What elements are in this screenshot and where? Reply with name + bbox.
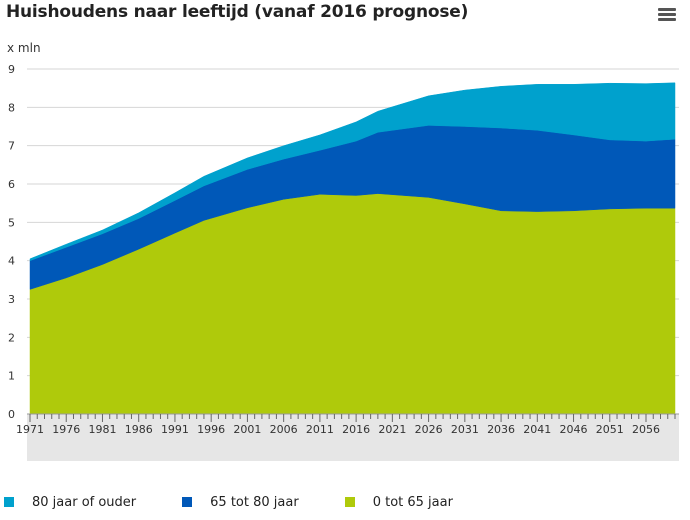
x-tick-label: 2026 <box>415 423 443 436</box>
y-tick-label: 4 <box>8 255 15 268</box>
x-tick-label: 1996 <box>197 423 225 436</box>
legend-swatch-80-plus <box>4 497 14 507</box>
x-axis-band <box>27 414 679 461</box>
y-axis-label: x mln <box>7 41 41 55</box>
legend-swatch-0-65 <box>344 497 355 507</box>
x-tick-label: 2016 <box>342 423 370 436</box>
legend-item-0-65[interactable]: 0 tot 65 jaar <box>344 494 453 510</box>
x-tick-label: 1971 <box>16 423 44 436</box>
x-tick-label: 2051 <box>596 423 624 436</box>
legend-item-65-80[interactable]: 65 tot 80 jaar <box>182 495 299 510</box>
x-tick-label: 2021 <box>378 423 406 436</box>
legend-label-80-plus: 80 jaar of ouder <box>32 494 137 510</box>
x-tick-label: 2011 <box>306 423 334 436</box>
area-series <box>29 82 676 415</box>
y-tick-label: 0 <box>8 408 15 421</box>
x-axis: 1971 1976 1981 1986 1991 1996 2001 2006 2011 2016… <box>16 413 679 436</box>
y-tick-label: 1 <box>8 370 15 383</box>
x-tick-label: 1981 <box>88 423 116 436</box>
y-tick-label: 6 <box>8 178 15 191</box>
x-tick-label: 2036 <box>487 423 515 436</box>
legend-label-65-80: 65 tot 80 jaar <box>210 494 299 510</box>
x-tick-label: 1976 <box>52 423 80 436</box>
legend: 80 jaar of ouder 65 tot 80 jaar 0 tot 65… <box>4 492 499 512</box>
legend-label-0-65: 0 tot 65 jaar <box>372 494 453 510</box>
y-tick-label: 2 <box>8 331 15 344</box>
chart-title: Huishoudens naar leeftijd (vanaf 2016 pr… <box>6 2 469 22</box>
y-tick-label: 8 <box>8 101 15 114</box>
x-tick-label: 2031 <box>451 423 479 436</box>
y-axis: 0 1 2 3 4 5 6 7 8 9 <box>8 63 15 421</box>
y-tick-label: 3 <box>8 293 15 306</box>
chart-area: 1971 1976 1981 1986 1991 1996 2001 2006 2011 2016… <box>7 41 679 461</box>
x-tick-label: 2056 <box>632 423 660 436</box>
area-80-jaar-of-ouder[interactable] <box>29 82 676 262</box>
x-tick-label: 2001 <box>233 423 261 436</box>
x-tick-label: 2041 <box>523 423 551 436</box>
legend-swatch-65-80 <box>182 497 193 507</box>
legend-item-80-plus[interactable]: 80 jaar of ouder <box>4 495 136 510</box>
x-tick-label: 1986 <box>125 423 153 436</box>
y-tick-label: 9 <box>8 63 15 76</box>
y-tick-label: 7 <box>8 140 15 153</box>
x-tick-label: 1991 <box>161 423 189 436</box>
x-tick-label: 2046 <box>560 423 588 436</box>
hamburger-menu-icon[interactable] <box>658 8 676 24</box>
y-tick-label: 5 <box>8 216 15 229</box>
x-tick-label: 2006 <box>270 423 298 436</box>
